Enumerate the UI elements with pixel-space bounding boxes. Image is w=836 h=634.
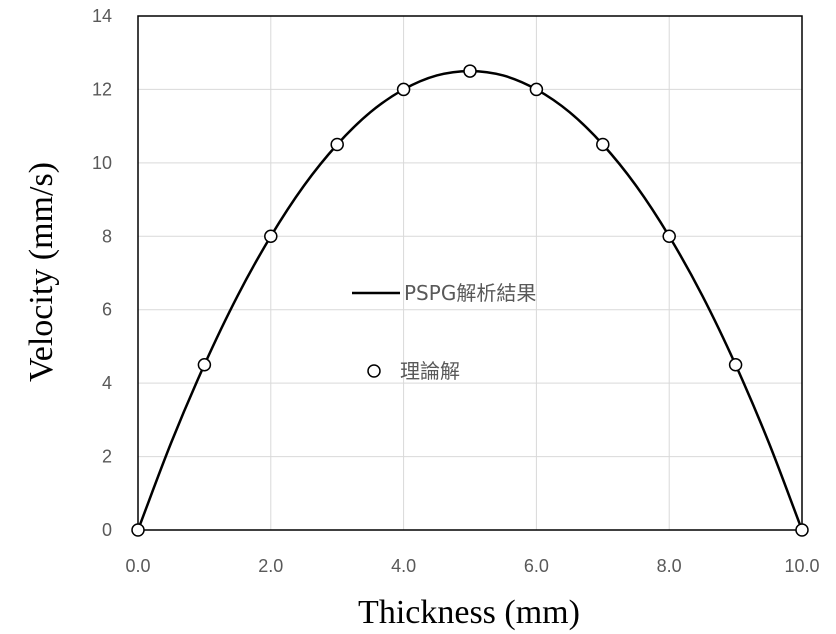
data-point-marker bbox=[596, 137, 610, 152]
x-tick-label: 6.0 bbox=[524, 556, 549, 576]
data-point-marker bbox=[264, 229, 278, 244]
y-tick-label: 12 bbox=[92, 79, 112, 99]
legend-label-pspg: PSPG解析結果 bbox=[404, 281, 536, 305]
series-markers-theory bbox=[131, 64, 809, 537]
legend-marker-swatch bbox=[367, 364, 381, 378]
y-tick-labels: 0 2 4 6 8 10 12 14 bbox=[92, 6, 112, 540]
legend: PSPG解析結果 理論解 bbox=[352, 281, 536, 383]
data-point-marker bbox=[463, 64, 477, 78]
y-axis-title: Velocity (mm/s) bbox=[23, 162, 60, 382]
y-tick-label: 0 bbox=[102, 520, 112, 540]
data-point-marker bbox=[728, 358, 743, 372]
y-tick-label: 10 bbox=[92, 153, 112, 173]
data-point-marker bbox=[795, 523, 809, 537]
y-tick-label: 4 bbox=[102, 373, 112, 393]
plot-area-frame bbox=[137, 15, 803, 531]
x-tick-label: 10.0 bbox=[784, 556, 819, 576]
x-tick-label: 0.0 bbox=[125, 556, 150, 576]
y-tick-label: 2 bbox=[102, 447, 112, 467]
x-tick-label: 2.0 bbox=[258, 556, 283, 576]
y-tick-label: 14 bbox=[92, 6, 112, 26]
x-tick-labels: 0.0 2.0 4.0 6.0 8.0 10.0 bbox=[125, 556, 819, 576]
data-point-marker bbox=[662, 229, 676, 244]
gridlines bbox=[137, 15, 803, 531]
data-point-marker bbox=[529, 82, 544, 97]
legend-label-theory: 理論解 bbox=[400, 359, 460, 383]
x-tick-label: 4.0 bbox=[391, 556, 416, 576]
x-axis-title: Thickness (mm) bbox=[358, 594, 580, 631]
data-point-marker bbox=[330, 137, 344, 152]
x-tick-label: 8.0 bbox=[657, 556, 682, 576]
y-tick-label: 8 bbox=[102, 226, 112, 246]
data-point-marker bbox=[131, 523, 145, 537]
data-point-marker bbox=[396, 82, 411, 97]
y-tick-label: 6 bbox=[102, 300, 112, 320]
data-point-marker bbox=[197, 358, 212, 372]
